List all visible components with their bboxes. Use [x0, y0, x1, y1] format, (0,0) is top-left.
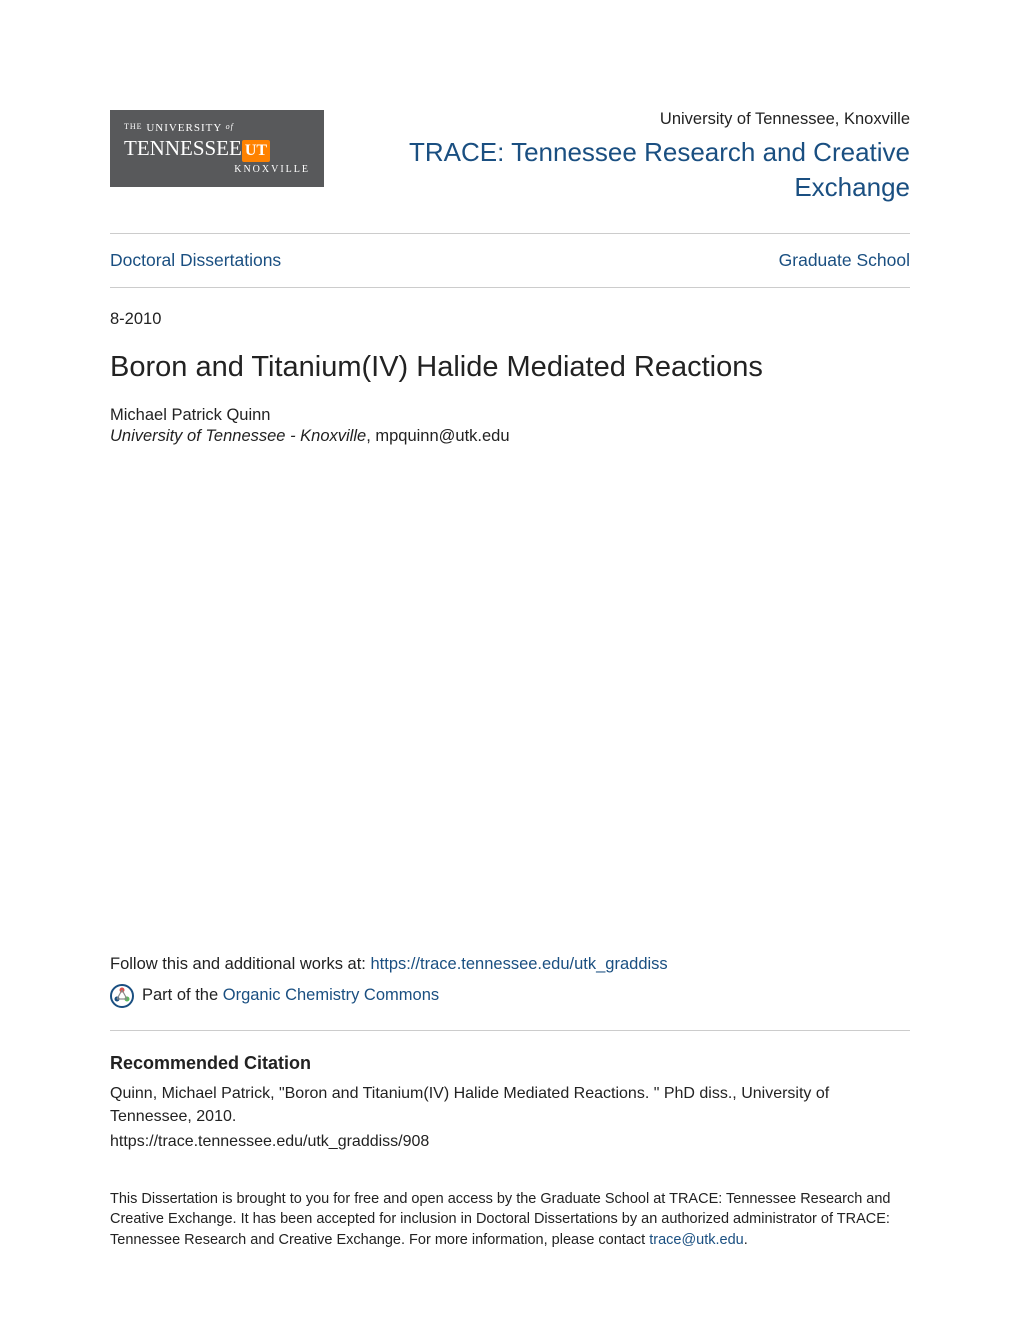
header-text-block: University of Tennessee, Knoxville TRACE… [324, 110, 910, 205]
network-icon[interactable] [110, 984, 134, 1008]
follow-line: Follow this and additional works at: htt… [110, 955, 910, 974]
breadcrumb: Doctoral Dissertations Graduate School [110, 234, 910, 287]
citation-url: https://trace.tennessee.edu/utk_graddiss… [110, 1130, 910, 1153]
logo-badge: UT [242, 140, 270, 162]
publication-date: 8-2010 [110, 310, 910, 329]
author-affiliation: University of Tennessee - Knoxville, mpq… [110, 427, 910, 446]
citation-heading: Recommended Citation [110, 1053, 910, 1074]
partof-row: Part of the Organic Chemistry Commons [110, 984, 910, 1008]
divider [110, 1030, 910, 1031]
commons-link[interactable]: Organic Chemistry Commons [223, 986, 439, 1005]
divider [110, 287, 910, 288]
contact-email-link[interactable]: trace@utk.edu [649, 1232, 744, 1248]
lower-section: Follow this and additional works at: htt… [110, 955, 910, 1250]
citation-text: Quinn, Michael Patrick, "Boron and Titan… [110, 1082, 910, 1128]
partof-label: Part of the [142, 986, 218, 1005]
university-name: University of Tennessee, Knoxville [364, 110, 910, 129]
logo-line2: TENNESSEEUT [124, 136, 310, 161]
document-title: Boron and Titanium(IV) Halide Mediated R… [110, 351, 910, 384]
parent-collection-link[interactable]: Graduate School [779, 250, 910, 271]
author-name: Michael Patrick Quinn [110, 406, 910, 425]
repository-title: TRACE: Tennessee Research and Creative E… [364, 135, 910, 205]
institution-logo[interactable]: THE UNIVERSITY of TENNESSEEUT KNOXVILLE [110, 110, 324, 187]
logo-line3: KNOXVILLE [124, 164, 310, 175]
logo-line1: THE UNIVERSITY of [124, 122, 310, 134]
collection-link[interactable]: Doctoral Dissertations [110, 250, 281, 271]
repository-link[interactable]: TRACE: Tennessee Research and Creative E… [409, 137, 910, 202]
page-header: THE UNIVERSITY of TENNESSEEUT KNOXVILLE … [110, 110, 910, 205]
disclaimer: This Dissertation is brought to you for … [110, 1189, 910, 1250]
works-url-link[interactable]: https://trace.tennessee.edu/utk_graddiss [370, 955, 667, 973]
